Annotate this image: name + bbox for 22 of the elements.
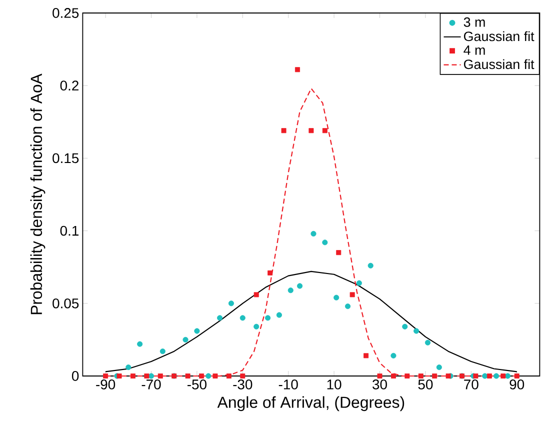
x-tick-label: 50: [418, 380, 433, 390]
x-tick-label: 90: [510, 380, 524, 390]
y-axis-title: Probability density function of AoA: [30, 74, 46, 314]
y-tick-label: 0: [72, 371, 79, 381]
legend-label: Gaussian fit: [464, 31, 534, 42]
x-tick-label: 70: [464, 380, 478, 390]
legend-label: 4 m: [464, 45, 485, 55]
x-tick-label: 30: [372, 380, 387, 390]
legend-label: 3 m: [464, 17, 485, 27]
y-tick-label: 0.05: [52, 298, 79, 308]
x-tick-label: -10: [278, 380, 298, 390]
y-tick-label: 0.2: [60, 80, 78, 91]
y-tick-label: 0.1: [60, 226, 78, 236]
x-tick-label: -30: [233, 380, 252, 390]
y-tick-label: 0.25: [52, 8, 79, 18]
x-tick-label: 10: [327, 380, 342, 390]
x-tick-label: -90: [96, 380, 116, 390]
x-tick-label: -70: [142, 380, 161, 390]
x-tick-label: -50: [187, 380, 206, 390]
x-axis-title: Angle of Arrival, (Degrees): [217, 396, 404, 412]
y-tick-label: 0.15: [52, 153, 79, 164]
legend-label: Gaussian fit: [464, 59, 534, 70]
